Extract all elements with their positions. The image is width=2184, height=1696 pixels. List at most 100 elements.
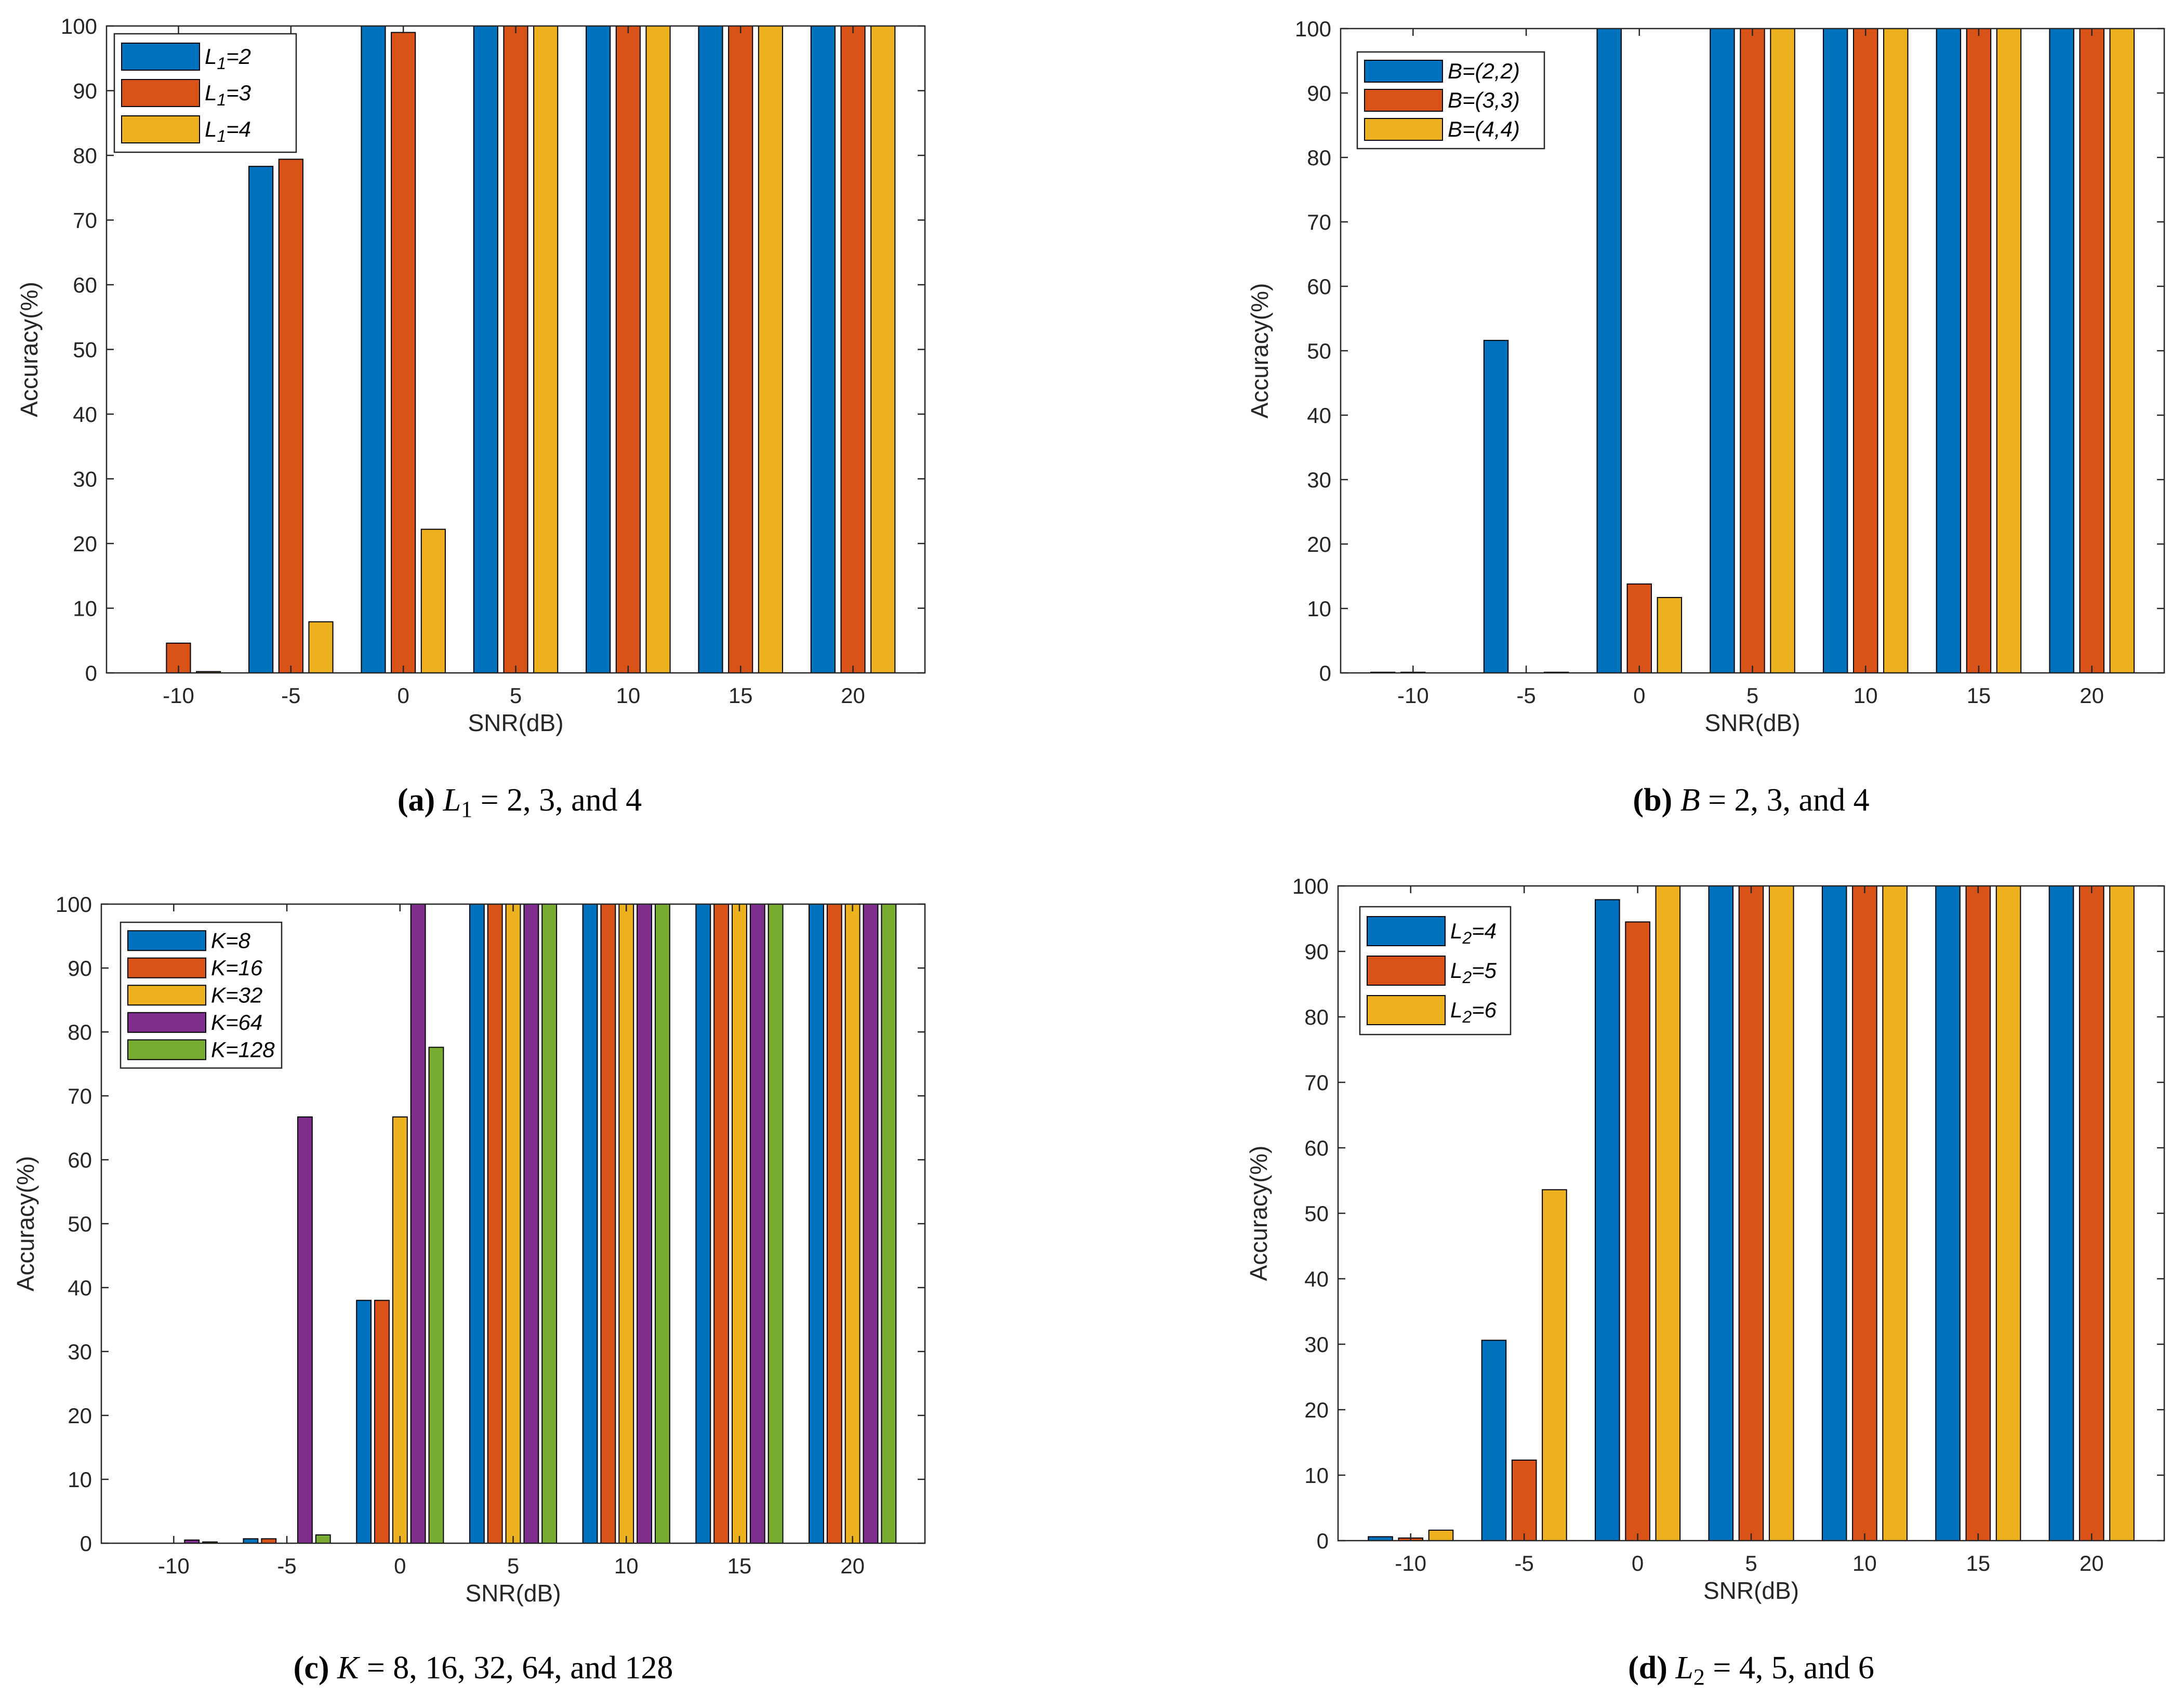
legend-swatch-L1=2 [121, 43, 200, 71]
bar-L2=4-snr-10 [1821, 885, 1847, 1541]
y-tick-label: 50 [73, 338, 97, 362]
bar-L2=5-snr-20 [2079, 885, 2104, 1541]
y-tick-label: 100 [1292, 874, 1329, 898]
caption-c: (c) K = 8, 16, 32, 64, and 128 [294, 1650, 673, 1686]
bars [1368, 885, 2135, 1542]
bar-L2=6-snr--5 [1542, 1189, 1567, 1541]
y-tick-label: 80 [1304, 1005, 1329, 1029]
legend-swatch-L2=5 [1367, 956, 1446, 986]
legend-label-B=(4,4): B=(4,4) [1448, 117, 1520, 141]
bar-L1=4-snr-20 [870, 25, 896, 673]
y-tick-label: 100 [56, 892, 92, 917]
bar-B=(3,3)-snr-10 [1853, 28, 1878, 673]
x-tick-label: 0 [1633, 683, 1645, 708]
bar-K=32-snr-5 [505, 904, 521, 1544]
bar-L2=5-snr-15 [1965, 885, 1991, 1541]
y-tick-label: 70 [68, 1084, 92, 1108]
legend-label-B=(3,3): B=(3,3) [1448, 88, 1520, 112]
y-tick-label: 0 [1317, 1529, 1329, 1553]
bar-K=16-snr-20 [826, 904, 842, 1544]
legend-swatch-B=(3,3) [1364, 89, 1443, 112]
bar-L1=3-snr-5 [503, 25, 528, 673]
bar-L2=4-snr-20 [2048, 885, 2074, 1541]
x-tick-label: -5 [277, 1554, 296, 1578]
bar-K=32-snr-0 [392, 1116, 408, 1544]
y-tick-label: 70 [73, 208, 97, 233]
legend: K=8 K=16 K=32 K=64K=128 [120, 921, 283, 1069]
legend-label-L1=3: L1=3 [205, 81, 251, 109]
bar-K=16-snr-10 [600, 904, 616, 1544]
chart-a: 0 10 20 30 40 50 60 70 80 90 100 -10 -5 0 5 10 15 20 SNR(d… [16, 14, 926, 822]
y-tick-label: 50 [68, 1212, 92, 1236]
bar-L2=6-snr--10 [1428, 1529, 1454, 1542]
bar-K=64-snr-5 [523, 904, 539, 1544]
bar-K=32-snr-10 [618, 904, 634, 1544]
bar-L1=2-snr-0 [361, 25, 386, 673]
bar-K=8-snr-10 [582, 904, 598, 1544]
x-tick-label: -5 [1516, 683, 1536, 708]
bar-L2=5-snr--5 [1511, 1460, 1537, 1542]
x-tick-label: 0 [397, 683, 409, 708]
bar-K=32-snr-20 [844, 904, 861, 1544]
y-tick-label: 70 [1304, 1070, 1329, 1095]
y-axis-title: Accuracy(%) [1246, 283, 1273, 419]
bar-K=16-snr-0 [374, 1300, 390, 1544]
caption-d: (d) L2 = 4, 5, and 6 [1628, 1650, 1874, 1690]
x-tick-label: 20 [840, 1554, 865, 1578]
y-axis-title: Accuracy(%) [12, 1156, 39, 1292]
x-tick-label: 10 [614, 1554, 639, 1578]
y-tick-label: 10 [68, 1467, 92, 1492]
bar-K=64-snr-10 [637, 904, 652, 1544]
legend-label-K=32: K=32 [211, 983, 262, 1007]
bar-B=(4,4)-snr-10 [1883, 28, 1909, 673]
y-tick-label: 20 [1307, 532, 1331, 556]
x-tick-label: -5 [281, 683, 300, 708]
bar-K=8-snr-20 [809, 904, 824, 1544]
y-tick-label: 60 [68, 1148, 92, 1172]
y-tick-label: 90 [1307, 81, 1331, 105]
bar-K=8-snr-5 [469, 904, 485, 1544]
bars [166, 25, 896, 674]
bar-B=(4,4)-snr-5 [1770, 28, 1795, 673]
bar-K=128-snr-15 [767, 904, 784, 1544]
bar-L2=6-snr-5 [1768, 885, 1794, 1541]
bar-L1=3-snr--5 [278, 158, 303, 674]
x-tick-label: 5 [510, 683, 522, 708]
bar-L1=2-snr-20 [810, 25, 836, 673]
x-tick-label: 0 [394, 1554, 406, 1578]
bar-B=(4,4)-snr-0 [1657, 597, 1683, 674]
bar-B=(2,2)-snr-0 [1596, 28, 1622, 673]
legend-label-L2=6: L2=6 [1450, 998, 1497, 1026]
x-tick-label: 15 [729, 683, 753, 708]
legend-label-L2=5: L2=5 [1450, 958, 1497, 987]
y-tick-label: 100 [1295, 17, 1331, 41]
x-tick-label: 10 [1854, 683, 1878, 708]
x-tick-label: 5 [1746, 683, 1758, 708]
legend-label-B=(2,2): B=(2,2) [1448, 59, 1520, 83]
x-axis-title: SNR(dB) [1703, 1577, 1799, 1604]
y-tick-label: 30 [73, 467, 97, 492]
bar-B=(4,4)-snr-20 [2109, 28, 2135, 673]
x-tick-label: -10 [163, 683, 194, 708]
y-tick-label: 90 [73, 79, 97, 103]
x-tick-label: -5 [1515, 1551, 1534, 1575]
x-tick-label: 15 [1967, 683, 1991, 708]
bar-L1=3-snr-0 [391, 32, 416, 674]
bar-L1=4-snr-5 [533, 25, 559, 673]
bar-L1=3-snr-15 [728, 25, 753, 673]
bar-K=8-snr--5 [243, 1538, 259, 1544]
y-tick-label: 40 [1304, 1267, 1329, 1291]
bar-K=64-snr-20 [863, 904, 879, 1544]
bar-K=8-snr-0 [356, 1300, 372, 1544]
y-tick-label: 20 [73, 532, 97, 556]
x-tick-label: -10 [1397, 683, 1429, 708]
y-tick-label: 80 [1307, 145, 1331, 170]
bars [184, 904, 897, 1544]
x-tick-label: 20 [2080, 1551, 2104, 1575]
x-tick-label: -10 [1395, 1551, 1426, 1575]
bar-K=64-snr--5 [297, 1116, 313, 1544]
bar-K=128-snr-20 [881, 904, 897, 1544]
legend-label-K=128: K=128 [211, 1037, 275, 1062]
legend: L1=2 L1=3 L1=4 [113, 33, 297, 153]
